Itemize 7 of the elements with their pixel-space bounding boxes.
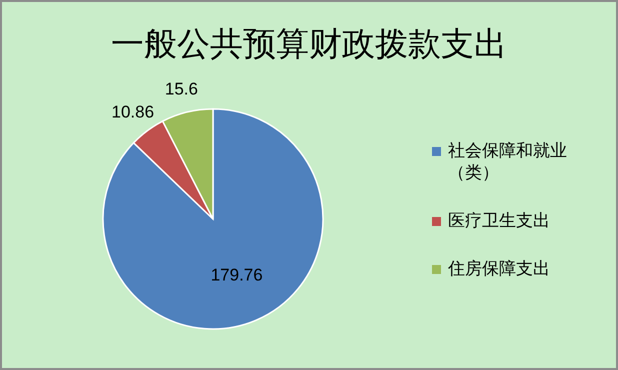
data-label: 10.86 [112,102,154,122]
data-label: 179.76 [210,266,263,285]
data-label: 15.6 [164,80,198,99]
legend-label: 社会保障和就业（类） [448,141,567,182]
chart-title: 一般公共预算财政拨款支出 [110,24,508,64]
legend-label: 医疗卫生支出 [448,211,550,230]
legend-label: 住房保障支出 [448,259,550,278]
